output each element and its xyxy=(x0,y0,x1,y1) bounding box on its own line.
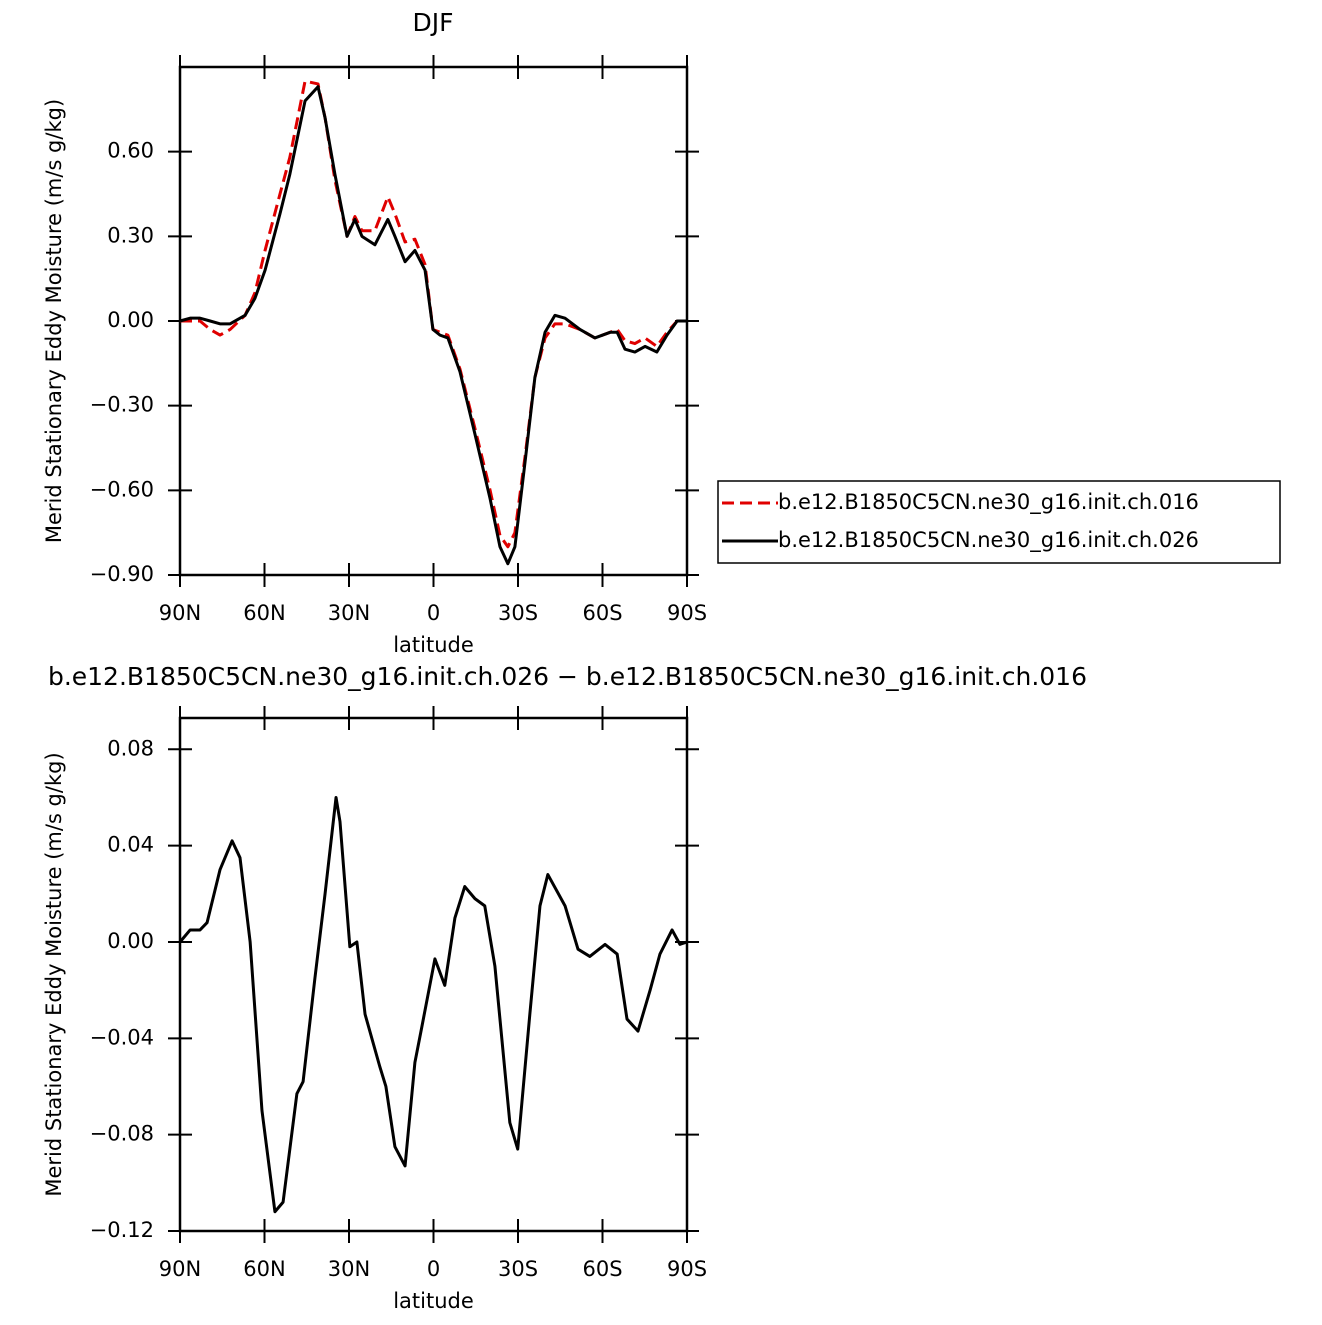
x-tick-label: 0 xyxy=(427,1257,440,1281)
x-tick-label: 60N xyxy=(243,601,285,625)
x-tick-label: 90N xyxy=(159,601,201,625)
x-tick-label: 90S xyxy=(667,1257,707,1281)
plot-frame xyxy=(178,716,689,1233)
x-tick-label: 90N xyxy=(159,1257,201,1281)
x-tick-label: 30S xyxy=(498,601,538,625)
data-line xyxy=(178,795,688,1214)
x-tick-label: 30N xyxy=(328,601,370,625)
data-line xyxy=(180,79,687,549)
y-tick-label: −0.04 xyxy=(90,1025,154,1049)
y-axis-label: Merid Stationary Eddy Moisture (m/s g/kg… xyxy=(42,99,66,543)
x-axis-label: latitude xyxy=(393,633,474,657)
y-tick-label: 0.08 xyxy=(107,736,154,760)
plot-frame xyxy=(178,65,689,577)
data-line xyxy=(179,85,687,566)
x-tick-label: 30S xyxy=(498,1257,538,1281)
legend-label: b.e12.B1850C5CN.ne30_g16.init.ch.016 xyxy=(778,490,1199,515)
y-tick-label: 0.04 xyxy=(107,833,154,857)
y-axis-label: Merid Stationary Eddy Moisture (m/s g/kg… xyxy=(42,752,66,1196)
x-tick-label: 0 xyxy=(427,601,440,625)
chart-title: b.e12.B1850C5CN.ne30_g16.init.ch.026 − b… xyxy=(48,662,1087,691)
x-tick-label: 60N xyxy=(243,1257,285,1281)
legend-label: b.e12.B1850C5CN.ne30_g16.init.ch.026 xyxy=(778,528,1199,553)
x-tick-label: 60S xyxy=(582,601,622,625)
x-tick-label: 30N xyxy=(328,1257,370,1281)
y-tick-label: 0.30 xyxy=(107,223,154,247)
y-tick-label: 0.00 xyxy=(107,308,154,332)
y-tick-label: 0.60 xyxy=(107,139,154,163)
x-tick-label: 90S xyxy=(667,601,707,625)
x-axis-label: latitude xyxy=(393,1289,474,1313)
y-tick-label: −0.08 xyxy=(90,1122,154,1146)
y-tick-label: −0.30 xyxy=(90,393,154,417)
x-tick-label: 60S xyxy=(582,1257,622,1281)
y-tick-label: −0.60 xyxy=(90,477,154,501)
chart-title: DJF xyxy=(412,8,453,37)
y-tick-label: −0.12 xyxy=(90,1218,154,1242)
legend-box xyxy=(717,480,1281,564)
y-tick-label: 0.00 xyxy=(107,929,154,953)
y-tick-label: −0.90 xyxy=(90,562,154,586)
